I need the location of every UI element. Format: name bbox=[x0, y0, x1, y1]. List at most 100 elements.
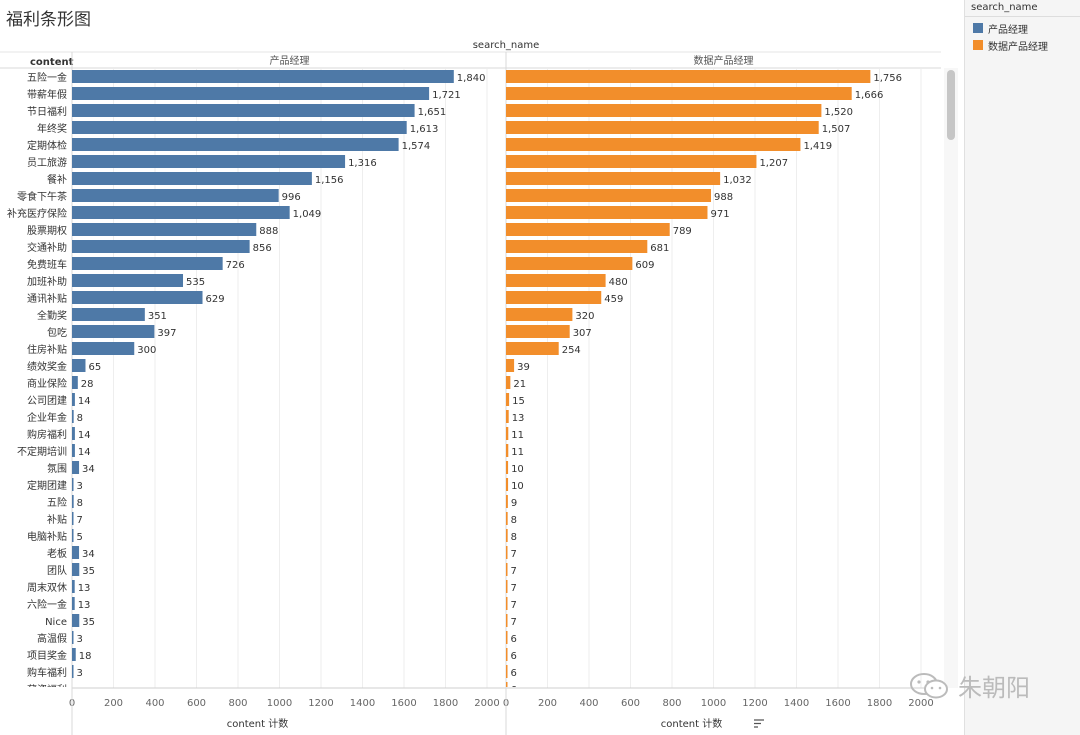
data-label: 1,316 bbox=[348, 158, 377, 169]
data-label: 254 bbox=[562, 345, 581, 356]
data-label: 14 bbox=[78, 396, 91, 407]
legend-item-data-pm[interactable]: 数据产品经理 bbox=[973, 38, 1048, 53]
data-label: 21 bbox=[513, 379, 526, 390]
x-tick-label: 1400 bbox=[784, 698, 809, 709]
bar bbox=[72, 291, 203, 304]
data-label: 300 bbox=[137, 345, 156, 356]
category-label: 氛围 bbox=[47, 462, 67, 475]
bar bbox=[72, 580, 75, 593]
bar bbox=[506, 325, 570, 338]
category-label: 包吃 bbox=[47, 326, 67, 339]
legend-item-pm[interactable]: 产品经理 bbox=[973, 21, 1028, 36]
category-label: 加班补助 bbox=[27, 275, 67, 288]
bar bbox=[506, 359, 515, 372]
x-tick-label: 400 bbox=[579, 698, 598, 709]
bar bbox=[506, 580, 508, 593]
category-label: 商业保险 bbox=[27, 377, 67, 390]
bar bbox=[506, 223, 670, 236]
bar bbox=[506, 444, 509, 457]
category-label: 节日福利 bbox=[27, 105, 67, 118]
data-label: 1,207 bbox=[759, 158, 788, 169]
data-label: 14 bbox=[78, 447, 91, 458]
bar bbox=[72, 70, 454, 83]
x-tick-label: 1000 bbox=[701, 698, 726, 709]
x-tick-label: 1400 bbox=[350, 698, 375, 709]
category-label: 公司团建 bbox=[27, 394, 67, 407]
legend-swatch bbox=[973, 23, 983, 33]
data-label: 1,156 bbox=[315, 175, 344, 186]
bar bbox=[506, 665, 508, 678]
data-label: 971 bbox=[710, 209, 729, 220]
data-label: 6 bbox=[511, 634, 517, 645]
data-label: 11 bbox=[511, 430, 524, 441]
legend-swatch bbox=[973, 40, 983, 50]
bar bbox=[506, 410, 509, 423]
data-label: 307 bbox=[573, 328, 592, 339]
bar bbox=[72, 410, 74, 423]
bar bbox=[506, 172, 721, 185]
data-label: 397 bbox=[157, 328, 176, 339]
bar bbox=[72, 444, 75, 457]
bar bbox=[72, 274, 184, 287]
data-label: 3 bbox=[77, 634, 83, 645]
x-tick-label: 1800 bbox=[867, 698, 892, 709]
bar bbox=[72, 342, 135, 355]
bar bbox=[72, 240, 250, 253]
data-label: 480 bbox=[609, 277, 628, 288]
bar bbox=[506, 563, 508, 576]
bar bbox=[506, 104, 822, 117]
x-tick-label: 2000 bbox=[908, 698, 933, 709]
data-label: 996 bbox=[282, 192, 301, 203]
category-label: 带薪年假 bbox=[27, 88, 67, 101]
data-label: 1,666 bbox=[855, 90, 884, 101]
category-label: 定期团建 bbox=[27, 479, 67, 492]
data-label: 5 bbox=[77, 532, 83, 543]
bar bbox=[72, 87, 430, 100]
x-axis-title: content 计数 bbox=[227, 717, 288, 730]
bar bbox=[72, 665, 74, 678]
bar bbox=[506, 138, 801, 151]
scrollbar-thumb[interactable] bbox=[947, 70, 955, 140]
vertical-scrollbar[interactable] bbox=[944, 68, 958, 688]
x-tick-label: 1800 bbox=[433, 698, 458, 709]
data-label: 1,721 bbox=[432, 90, 461, 101]
chart: search_namecontent产品经理020040060080010001… bbox=[0, 40, 941, 735]
data-label: 1,651 bbox=[418, 107, 447, 118]
data-label: 1,032 bbox=[723, 175, 752, 186]
data-label: 726 bbox=[226, 260, 245, 271]
bar bbox=[506, 478, 509, 491]
bar bbox=[72, 104, 415, 117]
category-label: 电脑补贴 bbox=[27, 530, 67, 543]
bar bbox=[506, 393, 510, 406]
x-tick-label: 1600 bbox=[825, 698, 850, 709]
watermark-text: 朱朝阳 bbox=[958, 674, 1030, 702]
bar bbox=[506, 631, 508, 644]
category-label: 五险一金 bbox=[27, 71, 67, 84]
bar bbox=[72, 461, 80, 474]
bar bbox=[72, 172, 312, 185]
data-label: 1,756 bbox=[873, 73, 902, 84]
bar bbox=[506, 614, 508, 627]
bar bbox=[72, 393, 75, 406]
legend-label: 产品经理 bbox=[988, 24, 1028, 36]
category-label: 不定期培训 bbox=[17, 445, 67, 458]
category-label: 员工旅游 bbox=[27, 156, 67, 169]
data-label: 6 bbox=[511, 651, 517, 662]
bar bbox=[72, 495, 74, 508]
data-label: 789 bbox=[673, 226, 692, 237]
category-label: 周末双休 bbox=[27, 581, 67, 594]
data-label: 7 bbox=[511, 600, 517, 611]
legend-label: 数据产品经理 bbox=[988, 41, 1048, 53]
data-label: 8 bbox=[77, 498, 83, 509]
data-label: 8 bbox=[77, 413, 83, 424]
category-label: 年终奖 bbox=[37, 122, 67, 135]
data-label: 535 bbox=[186, 277, 205, 288]
bar bbox=[506, 308, 573, 321]
data-label: 7 bbox=[511, 617, 517, 628]
bar bbox=[506, 155, 757, 168]
data-label: 6 bbox=[511, 668, 517, 679]
data-label: 3 bbox=[77, 481, 83, 492]
category-label: Nice bbox=[45, 617, 67, 628]
bar bbox=[72, 512, 74, 525]
data-label: 35 bbox=[82, 617, 95, 628]
